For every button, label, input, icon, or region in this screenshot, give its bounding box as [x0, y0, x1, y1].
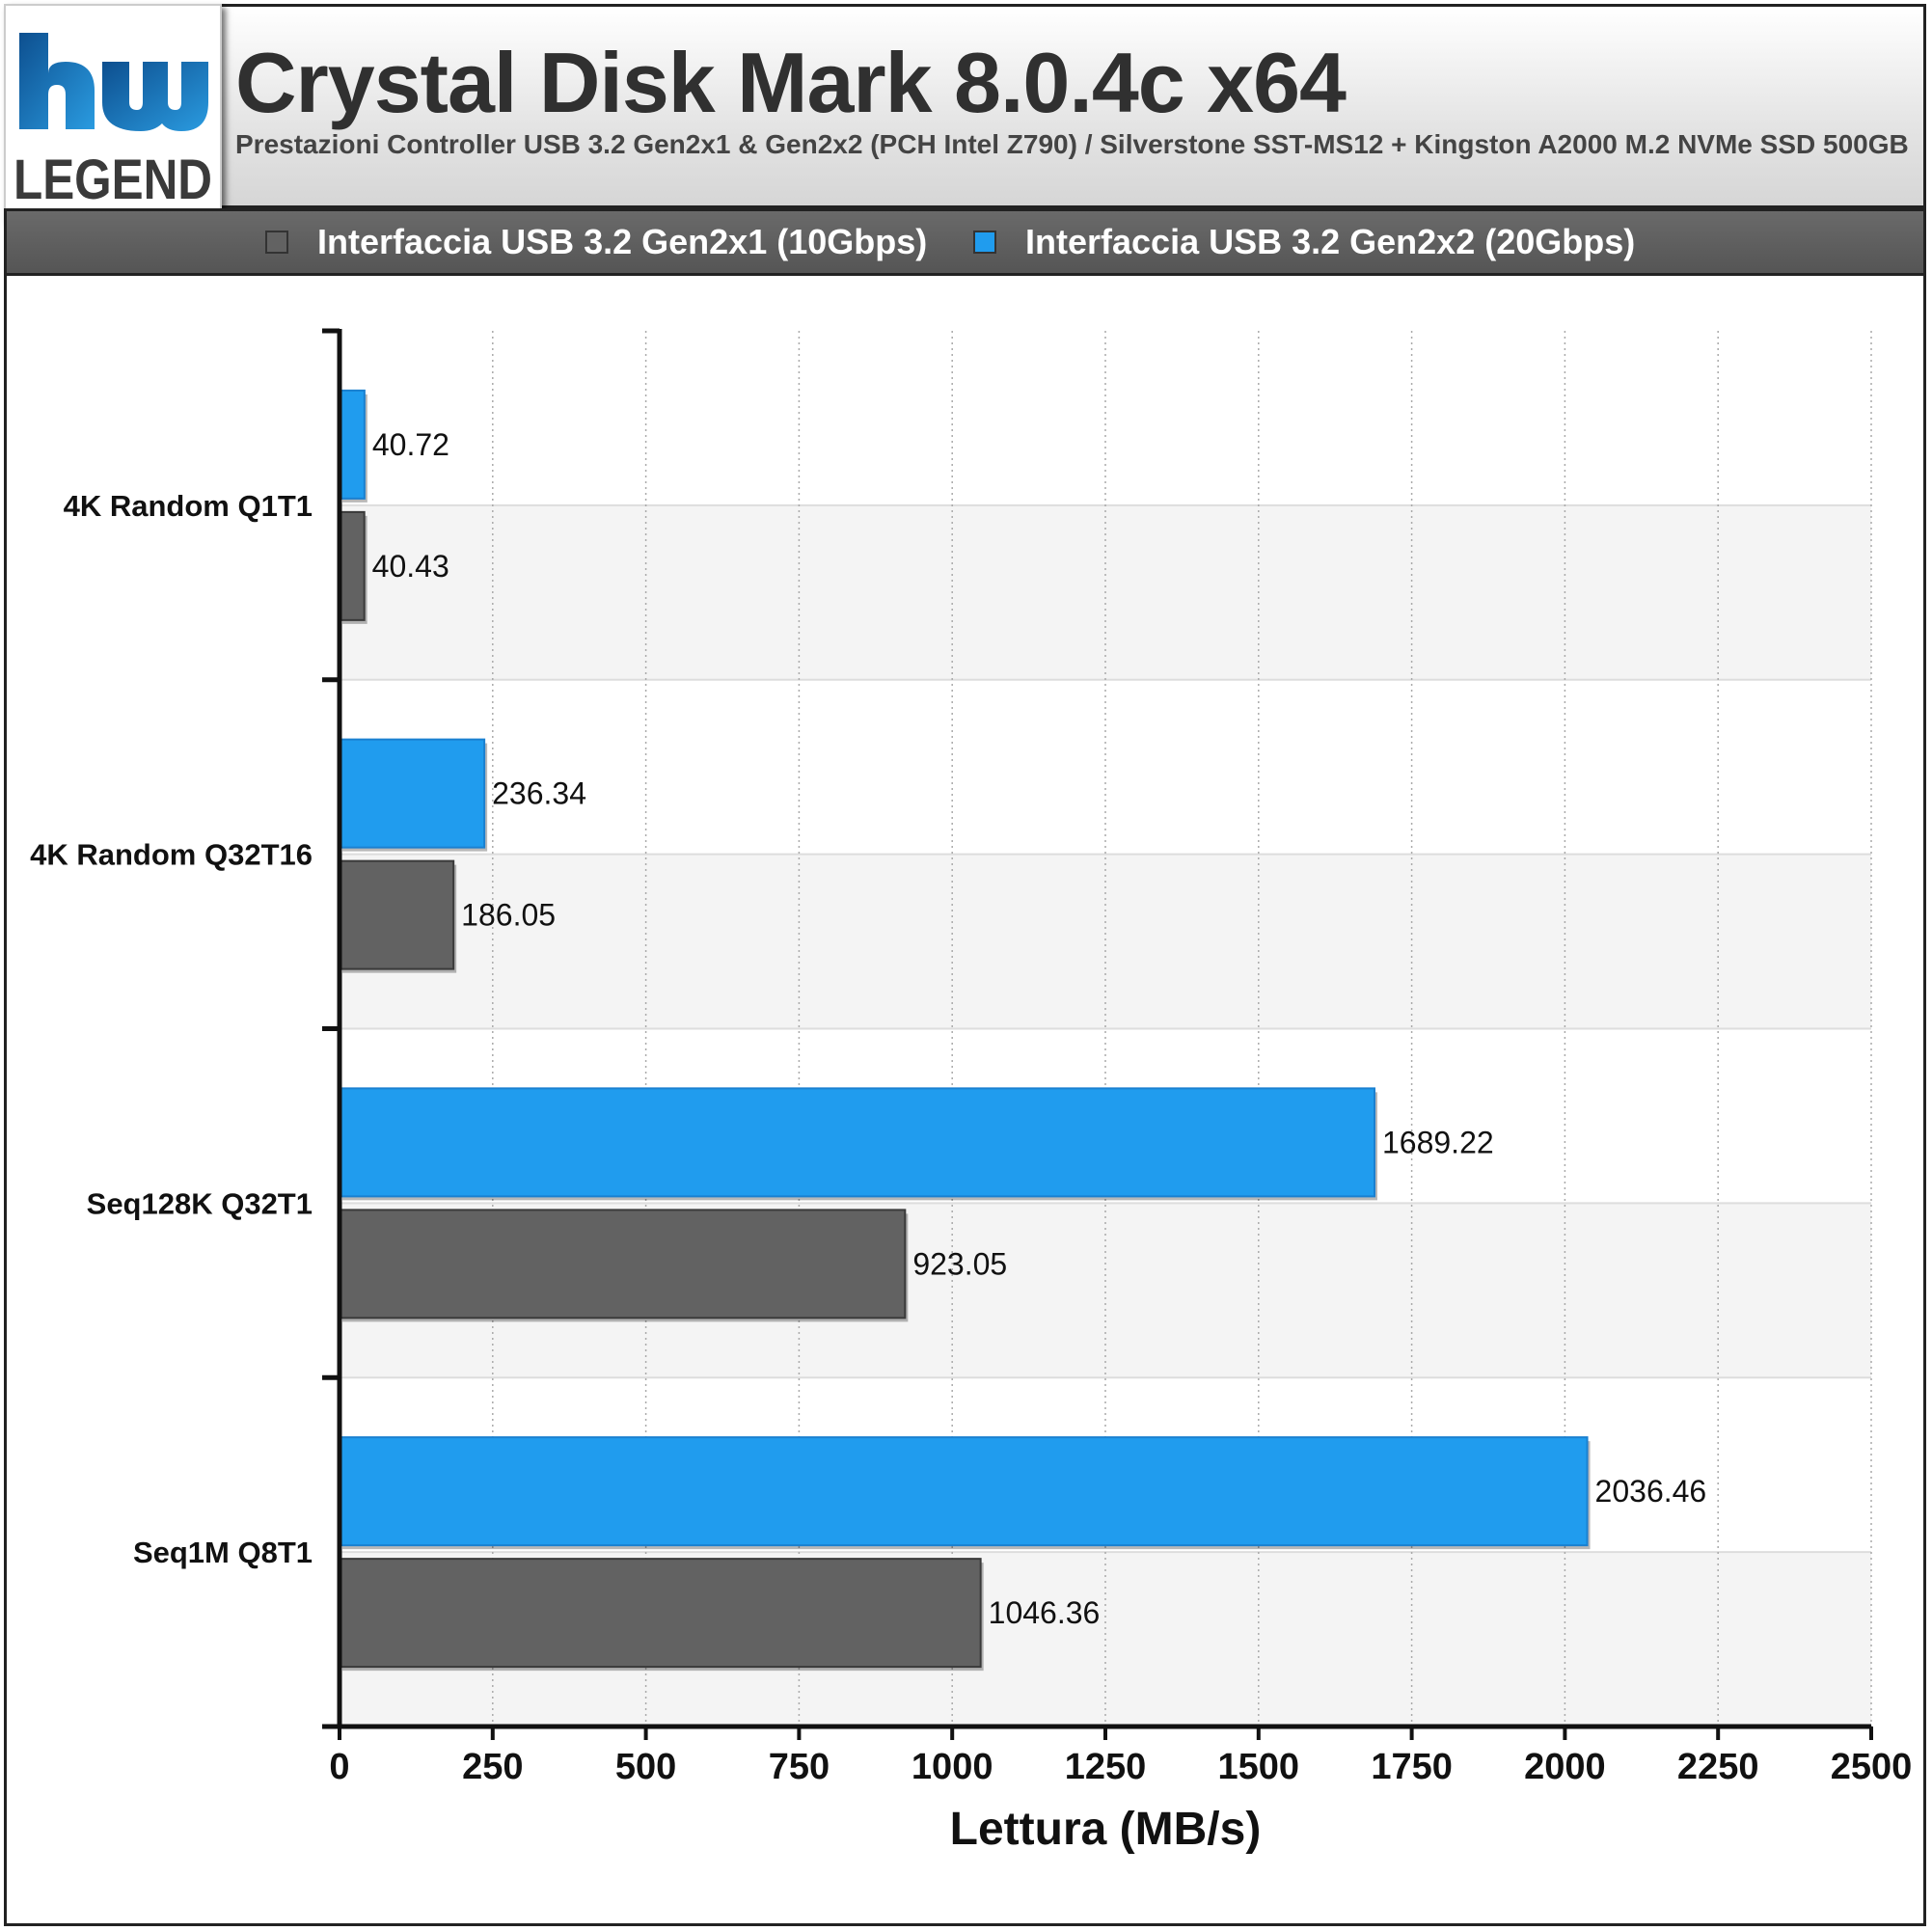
- logo-text: LEGEND: [14, 149, 212, 211]
- x-tick-label: 250: [462, 1747, 523, 1787]
- x-tick-label: 1500: [1218, 1747, 1300, 1787]
- legend-swatch-gen2x2: [973, 231, 996, 254]
- value-label-gen2x2: 40.72: [372, 427, 449, 462]
- bar-gen2x2: [339, 389, 366, 500]
- chart-header: [4, 4, 1926, 208]
- logo-graphic: LEGEND: [14, 33, 212, 211]
- category-label: Seq1M Q8T1: [133, 1536, 313, 1569]
- legend-swatch-gen2x1: [265, 231, 288, 254]
- x-tick-label: 1250: [1065, 1747, 1147, 1787]
- bar-gen2x2: [339, 1436, 1589, 1547]
- chart-subtitle: Prestazioni Controller USB 3.2 Gen2x1 & …: [235, 129, 1909, 159]
- legend-label-gen2x1: Interfaccia USB 3.2 Gen2x1 (10Gbps): [317, 222, 928, 261]
- legend: Interfaccia USB 3.2 Gen2x1 (10Gbps) Inte…: [4, 208, 1926, 276]
- category-label: 4K Random Q1T1: [64, 489, 313, 523]
- bar-gen2x1: [339, 859, 455, 970]
- value-label-gen2x1: 923.05: [912, 1246, 1007, 1281]
- value-label-gen2x2: 2036.46: [1595, 1474, 1707, 1509]
- x-tick-label: 2250: [1677, 1747, 1759, 1787]
- value-label-gen2x2: 236.34: [492, 776, 586, 811]
- legend-item-gen2x1: Interfaccia USB 3.2 Gen2x1 (10Gbps): [265, 222, 928, 261]
- x-tick-label: 2500: [1831, 1747, 1913, 1787]
- x-tick-label: 500: [615, 1747, 676, 1787]
- x-tick-label: 1000: [912, 1747, 993, 1787]
- x-tick-label: 2000: [1524, 1747, 1606, 1787]
- bar-gen2x2: [339, 1087, 1375, 1198]
- bar-gen2x1: [339, 1209, 907, 1319]
- bar-gen2x1: [339, 1558, 982, 1669]
- chart-title: Crystal Disk Mark 8.0.4c x64: [235, 35, 1347, 130]
- x-axis-title: Lettura (MB/s): [950, 1804, 1262, 1855]
- value-label-gen2x1: 186.05: [461, 898, 556, 933]
- value-label-gen2x2: 1689.22: [1382, 1125, 1494, 1159]
- legend-label-gen2x2: Interfaccia USB 3.2 Gen2x2 (20Gbps): [1025, 222, 1636, 261]
- hwlegend-logo: LEGEND: [4, 4, 222, 222]
- plot-band: [340, 854, 1871, 1029]
- category-label: Seq128K Q32T1: [87, 1186, 313, 1220]
- legend-item-gen2x2: Interfaccia USB 3.2 Gen2x2 (20Gbps): [973, 222, 1636, 261]
- bar-gen2x1: [339, 510, 366, 621]
- x-tick-label: 0: [329, 1747, 349, 1787]
- bar-gen2x2: [339, 738, 486, 849]
- value-label-gen2x1: 40.43: [372, 549, 449, 584]
- x-tick-label: 1750: [1371, 1747, 1453, 1787]
- value-label-gen2x1: 1046.36: [989, 1595, 1101, 1630]
- category-label: 4K Random Q32T16: [30, 838, 313, 872]
- x-tick-label: 750: [769, 1747, 830, 1787]
